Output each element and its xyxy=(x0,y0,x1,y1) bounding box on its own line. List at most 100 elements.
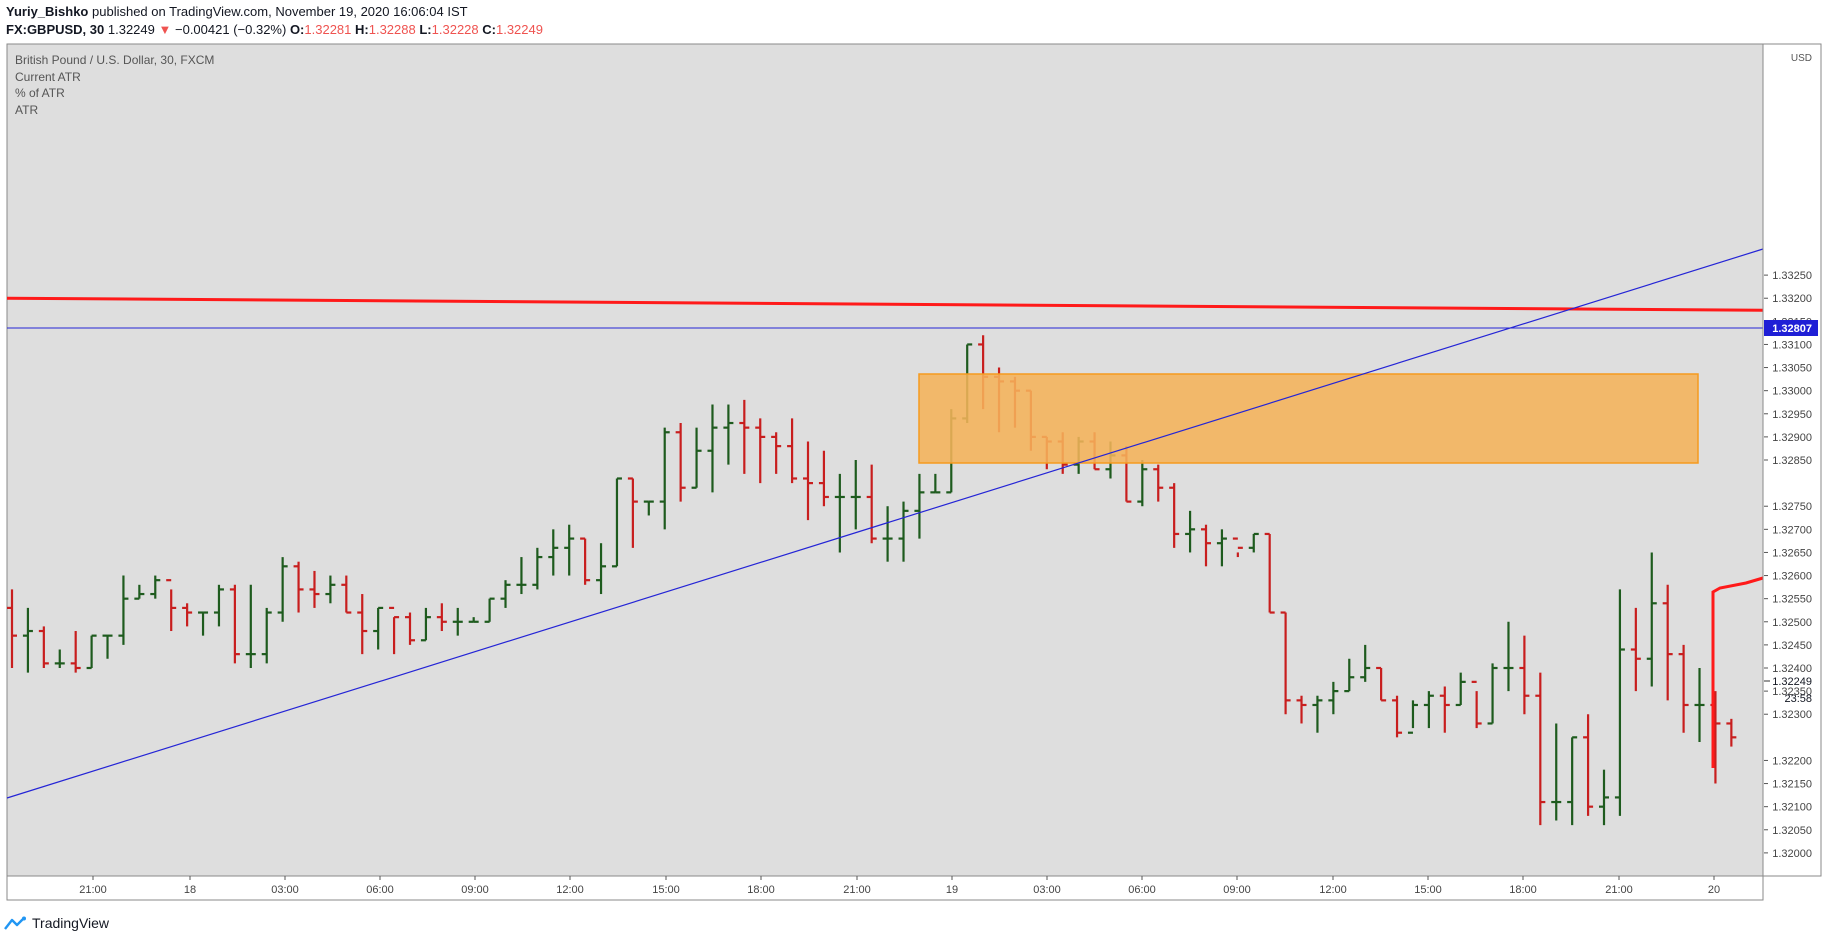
price-axis-ticks: 1.32000 1.32050 1.32100 1.32150 1.32200 1.323… xyxy=(1764,270,1812,860)
ascending-trendline[interactable] xyxy=(6,248,1764,799)
price-tick-label: 1.32450 xyxy=(1772,640,1812,652)
supply-zone-rectangle[interactable] xyxy=(918,373,1699,464)
ohlc-bar xyxy=(468,617,479,623)
price-tick-label: 1.32000 xyxy=(1772,848,1812,860)
price-tick-label: 1.32650 xyxy=(1772,547,1812,559)
time-axis[interactable] xyxy=(6,875,1764,901)
ohlc-bar xyxy=(1551,723,1562,821)
price-tick-label: 1.33050 xyxy=(1772,363,1812,375)
ohlc-bar xyxy=(373,606,384,650)
ohlc-bar xyxy=(405,612,415,645)
ohlc-bar xyxy=(229,584,240,664)
time-tick-label: 15:00 xyxy=(1414,884,1442,896)
symbol-line: FX:GBPUSD, 30 1.32249 ▼ −0.00421 (−0.32%… xyxy=(6,21,1816,39)
ohlc-bar xyxy=(1232,537,1243,558)
ohlc-bar xyxy=(1535,672,1546,826)
legend-atr[interactable]: ATR xyxy=(15,103,38,117)
ohlc-bar xyxy=(357,594,368,655)
ohlc-bar xyxy=(1439,686,1450,733)
last-price-label: 1.32249 xyxy=(1772,676,1812,688)
price-tick-label: 1.32550 xyxy=(1772,594,1812,606)
ohlc-bar xyxy=(930,473,941,494)
price-tick-label: 1.32750 xyxy=(1772,501,1812,513)
ohlc-bar xyxy=(723,404,734,465)
ohlc-bar xyxy=(755,418,766,484)
time-axis-ticks: 21:00 18 03:00 06:00 09:00 12:00 15:00 18:00 21:… xyxy=(79,876,1720,896)
close-label: C: xyxy=(482,22,496,37)
level-price-badge-bg xyxy=(1764,320,1818,336)
ohlc-bar xyxy=(1392,695,1403,738)
ohlc-bar xyxy=(1169,483,1180,548)
ohlc-bar xyxy=(1726,718,1737,747)
price-tick-label: 1.32400 xyxy=(1772,663,1812,675)
time-tick-label: 03:00 xyxy=(1033,884,1061,896)
time-tick-label: 06:00 xyxy=(1128,884,1156,896)
ohlc-bar xyxy=(596,543,607,595)
high-label: H: xyxy=(355,22,369,37)
resistance-trendline[interactable] xyxy=(7,296,1763,312)
price-tick-label: 1.33200 xyxy=(1772,293,1812,305)
ohlc-bar xyxy=(1185,510,1196,553)
tradingview-wordmark: TradingView xyxy=(32,915,110,931)
ohlc-bar xyxy=(1376,666,1387,702)
ohlc-bar xyxy=(309,570,320,608)
price-tick-label: 1.32900 xyxy=(1772,432,1812,444)
ohlc-bar xyxy=(1694,668,1705,742)
time-tick-label: 15:00 xyxy=(652,884,680,896)
ohlc-bar xyxy=(771,432,782,474)
ohlc-bar xyxy=(739,399,750,474)
price-axis[interactable] xyxy=(1762,43,1822,877)
ohlc-bar xyxy=(134,584,145,600)
ohlc-bar xyxy=(1153,464,1164,502)
change-down-icon: ▼ xyxy=(158,22,172,37)
ohlc-bar xyxy=(516,557,527,595)
price-tick-label: 1.32700 xyxy=(1772,524,1812,536)
legend-percent-atr[interactable]: % of ATR xyxy=(15,86,65,100)
ohlc-bar xyxy=(325,575,336,604)
ohlc-bar xyxy=(1312,695,1323,733)
ohlc-bar xyxy=(213,584,224,627)
ohlc-bar xyxy=(564,524,575,576)
legend-current-atr[interactable]: Current ATR xyxy=(15,70,81,84)
ohlc-bar xyxy=(898,501,909,562)
time-tick-label: 09:00 xyxy=(461,884,489,896)
tradingview-branding[interactable]: TradingView xyxy=(4,912,109,934)
price-tick-label: 1.33250 xyxy=(1772,270,1812,282)
ohlc-bar xyxy=(1567,736,1578,826)
published-text: published on TradingView.com, November 1… xyxy=(92,4,468,19)
publisher-name[interactable]: Yuriy_Bishko xyxy=(6,4,89,19)
ohlc-bar xyxy=(7,589,17,668)
ohlc-bar xyxy=(1296,695,1307,724)
ohlc-bar xyxy=(1407,700,1418,734)
ohlc-bar xyxy=(1360,644,1371,682)
ohlc-bar xyxy=(643,500,654,516)
ohlc-bar xyxy=(1455,672,1466,707)
ohlc-bar xyxy=(1471,680,1482,729)
price-tick-label: 1.32100 xyxy=(1772,802,1812,814)
time-tick-label: 18:00 xyxy=(1509,884,1537,896)
ohlc-bar xyxy=(261,607,272,664)
ohlc-bar xyxy=(389,606,400,655)
price-tick-label: 1.32150 xyxy=(1772,779,1812,791)
ohlc-bar xyxy=(150,575,161,599)
ohlc-bar xyxy=(803,441,813,521)
low-value: 1.32228 xyxy=(431,22,479,37)
ohlc-bar xyxy=(54,649,65,668)
ohlc-bar xyxy=(1280,611,1291,715)
ohlc-bar xyxy=(532,547,543,590)
price-tick-label: 1.32600 xyxy=(1772,571,1812,583)
price-tick-label: 1.32050 xyxy=(1772,825,1812,837)
ohlc-bar xyxy=(866,464,877,544)
price-tick-label: 1.32300 xyxy=(1772,709,1812,721)
ohlc-bar xyxy=(1519,635,1530,715)
ohlc-bar xyxy=(1248,532,1259,553)
projection-path[interactable] xyxy=(1711,576,1764,768)
ohlc-bar xyxy=(1344,658,1355,693)
ohlc-bar xyxy=(818,450,829,507)
time-tick-label: 12:00 xyxy=(1319,884,1347,896)
low-label: L: xyxy=(419,22,432,37)
ohlc-bar xyxy=(452,607,463,636)
close-value: 1.32249 xyxy=(495,22,543,37)
ohlc-bar xyxy=(548,529,559,576)
